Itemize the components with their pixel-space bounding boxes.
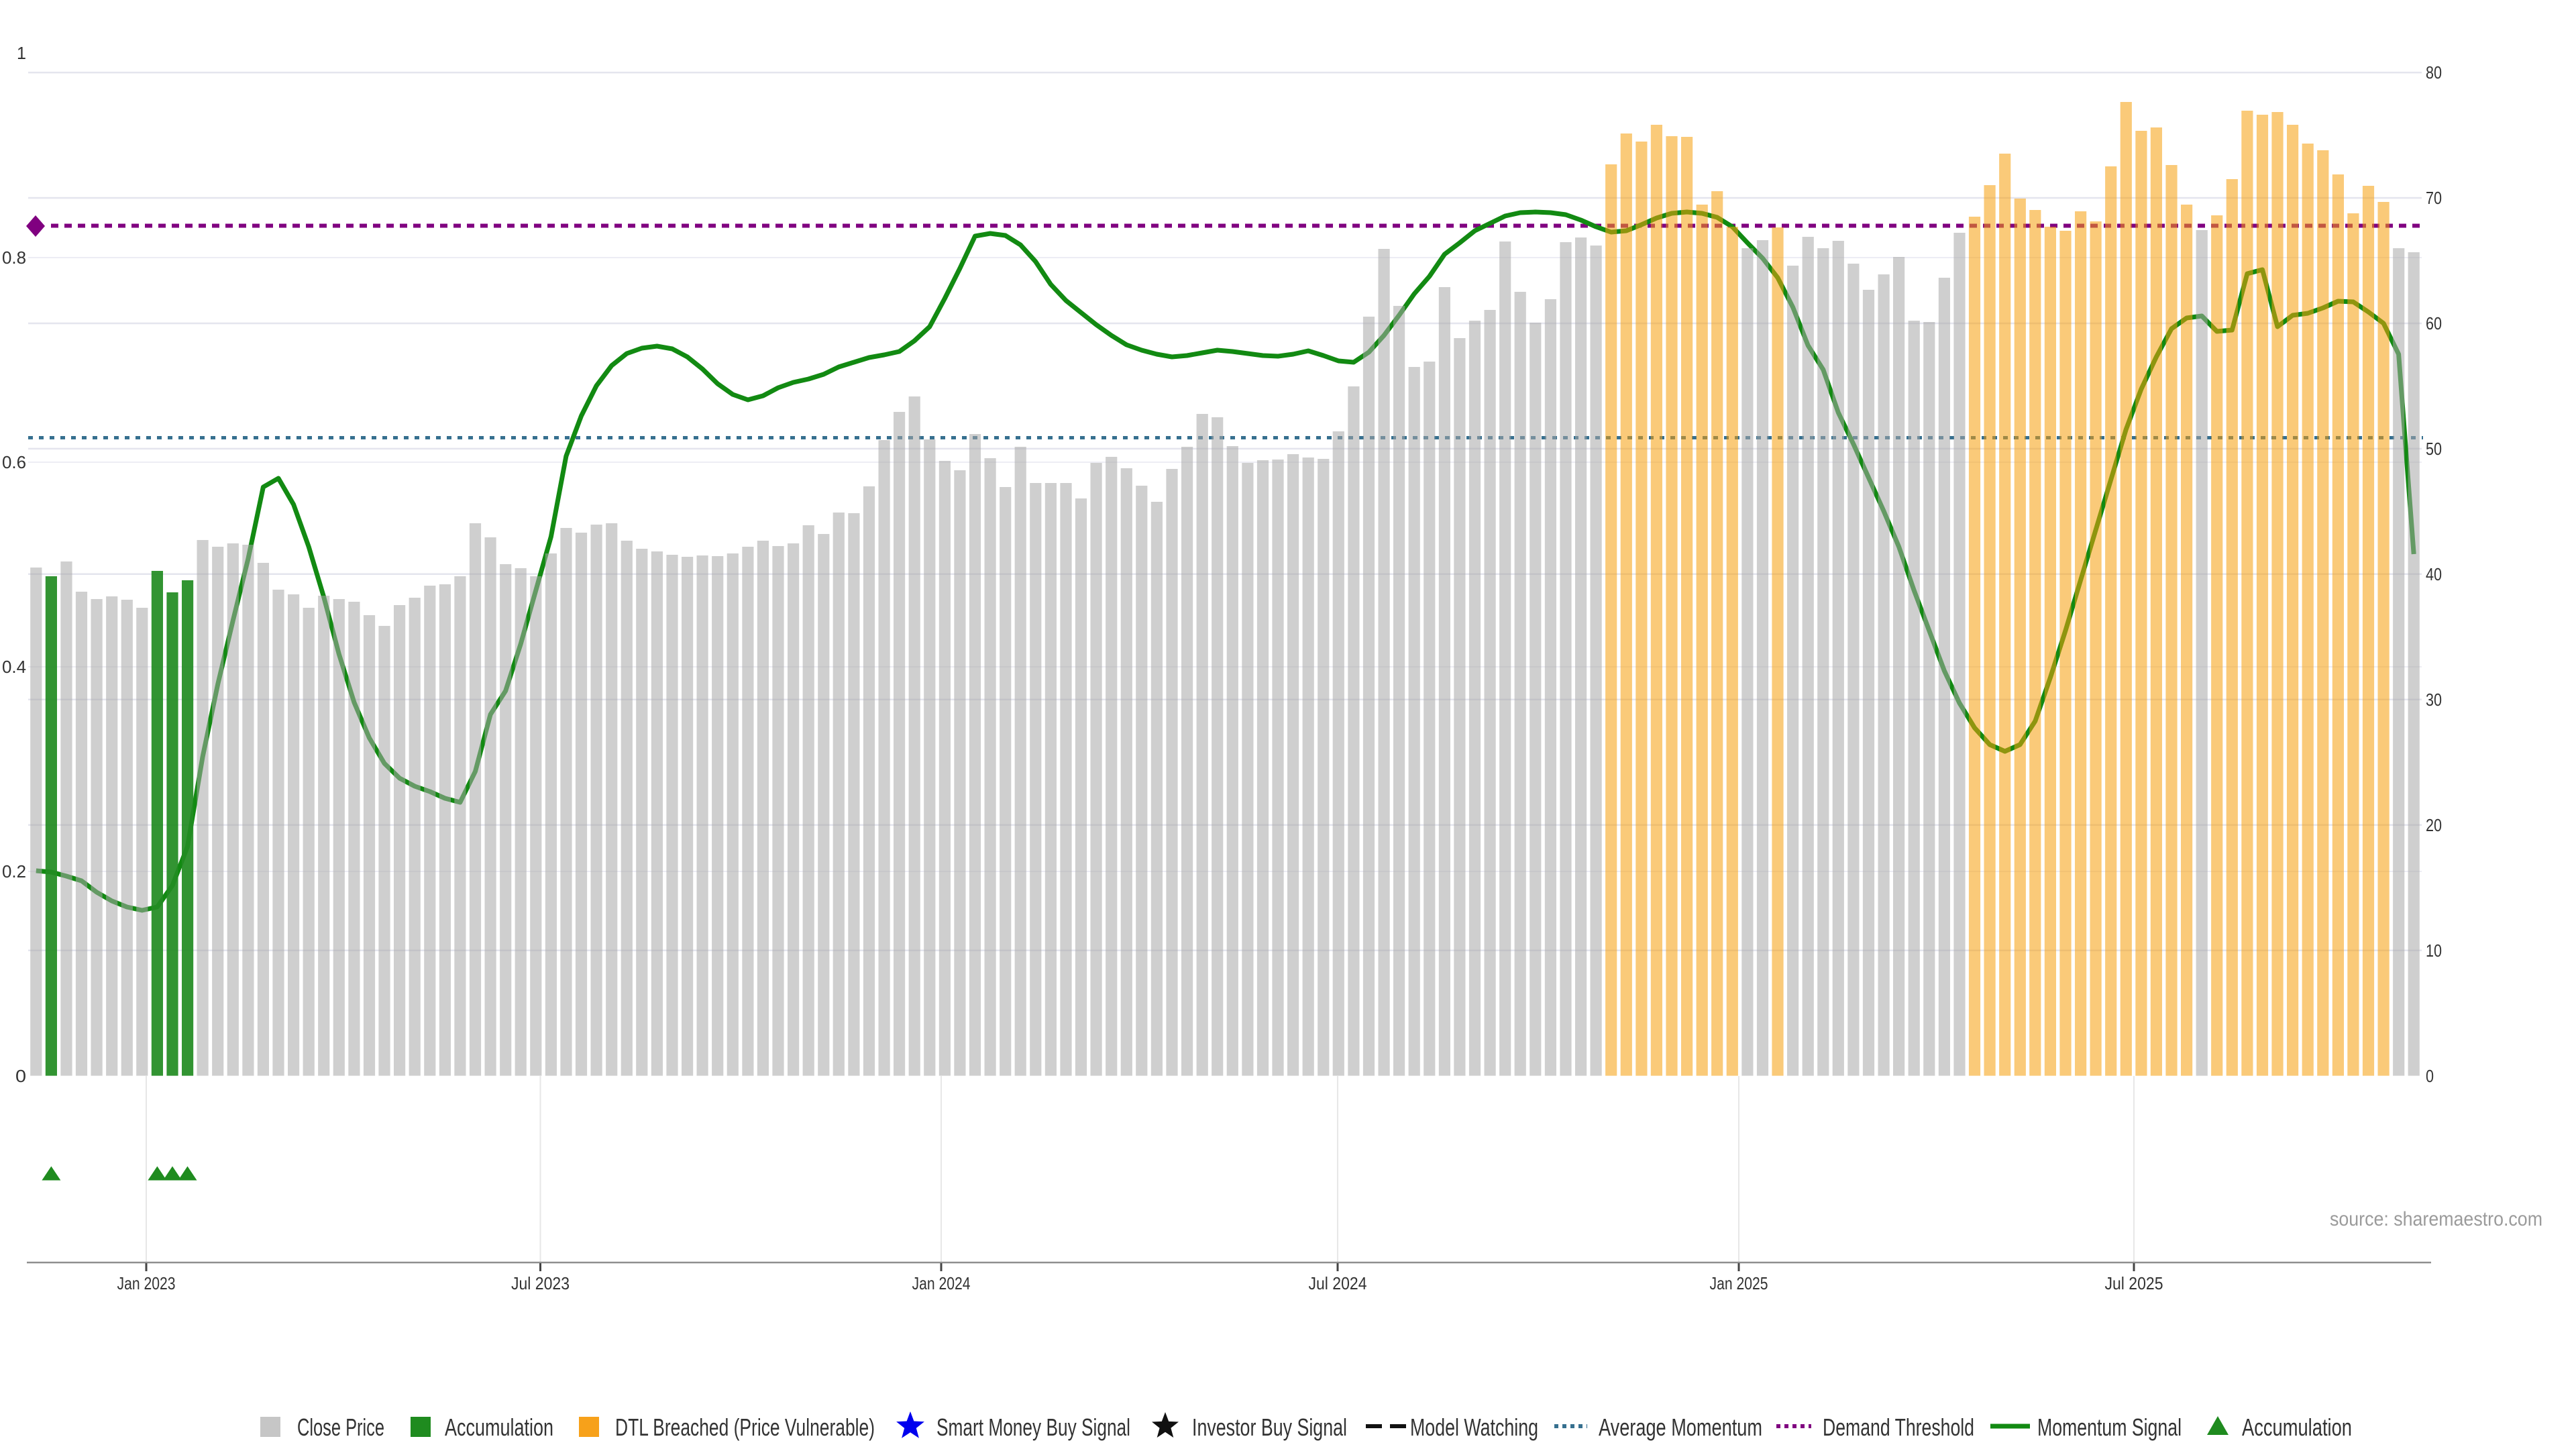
svg-text:Close Price: Close Price xyxy=(297,1413,384,1441)
svg-text:0.8: 0.8 xyxy=(2,248,26,268)
svg-text:Investor Buy Signal: Investor Buy Signal xyxy=(1192,1413,1347,1441)
svg-text:Demand Threshold: Demand Threshold xyxy=(1823,1413,1974,1441)
svg-text:Jul 2024: Jul 2024 xyxy=(1309,1273,1367,1293)
svg-text:0.2: 0.2 xyxy=(2,861,26,881)
svg-text:0.4: 0.4 xyxy=(2,657,26,677)
svg-text:Jan 2024: Jan 2024 xyxy=(912,1273,971,1293)
svg-text:10: 10 xyxy=(2426,941,2442,961)
svg-text:Smart Money Buy Signal: Smart Money Buy Signal xyxy=(936,1413,1130,1441)
svg-text:0: 0 xyxy=(15,1066,26,1086)
svg-text:0: 0 xyxy=(2426,1066,2434,1086)
svg-text:20: 20 xyxy=(2426,815,2442,835)
svg-text:Accumulation: Accumulation xyxy=(445,1413,553,1441)
svg-text:Average Momentum: Average Momentum xyxy=(1599,1413,1762,1441)
svg-text:40: 40 xyxy=(2426,564,2442,584)
svg-text:source: sharemaestro.com: source: sharemaestro.com xyxy=(2330,1208,2542,1230)
svg-text:1: 1 xyxy=(17,43,26,63)
svg-text:Accumulation: Accumulation xyxy=(2242,1413,2352,1441)
svg-text:50: 50 xyxy=(2426,439,2442,459)
svg-text:DTL Breached (Price Vulnerable: DTL Breached (Price Vulnerable) xyxy=(615,1413,875,1441)
svg-text:60: 60 xyxy=(2426,313,2442,333)
svg-text:30: 30 xyxy=(2426,690,2442,710)
svg-text:Jul 2025: Jul 2025 xyxy=(2105,1273,2163,1293)
svg-text:Jul 2023: Jul 2023 xyxy=(511,1273,570,1293)
svg-text:Model Watching: Model Watching xyxy=(1410,1413,1538,1441)
svg-text:Momentum Signal: Momentum Signal xyxy=(2037,1413,2182,1441)
svg-text:80: 80 xyxy=(2426,62,2442,83)
svg-text:70: 70 xyxy=(2426,188,2442,208)
svg-text:Jan 2023: Jan 2023 xyxy=(117,1273,176,1293)
svg-text:0.6: 0.6 xyxy=(2,452,26,472)
svg-text:Jan 2025: Jan 2025 xyxy=(1710,1273,1768,1293)
